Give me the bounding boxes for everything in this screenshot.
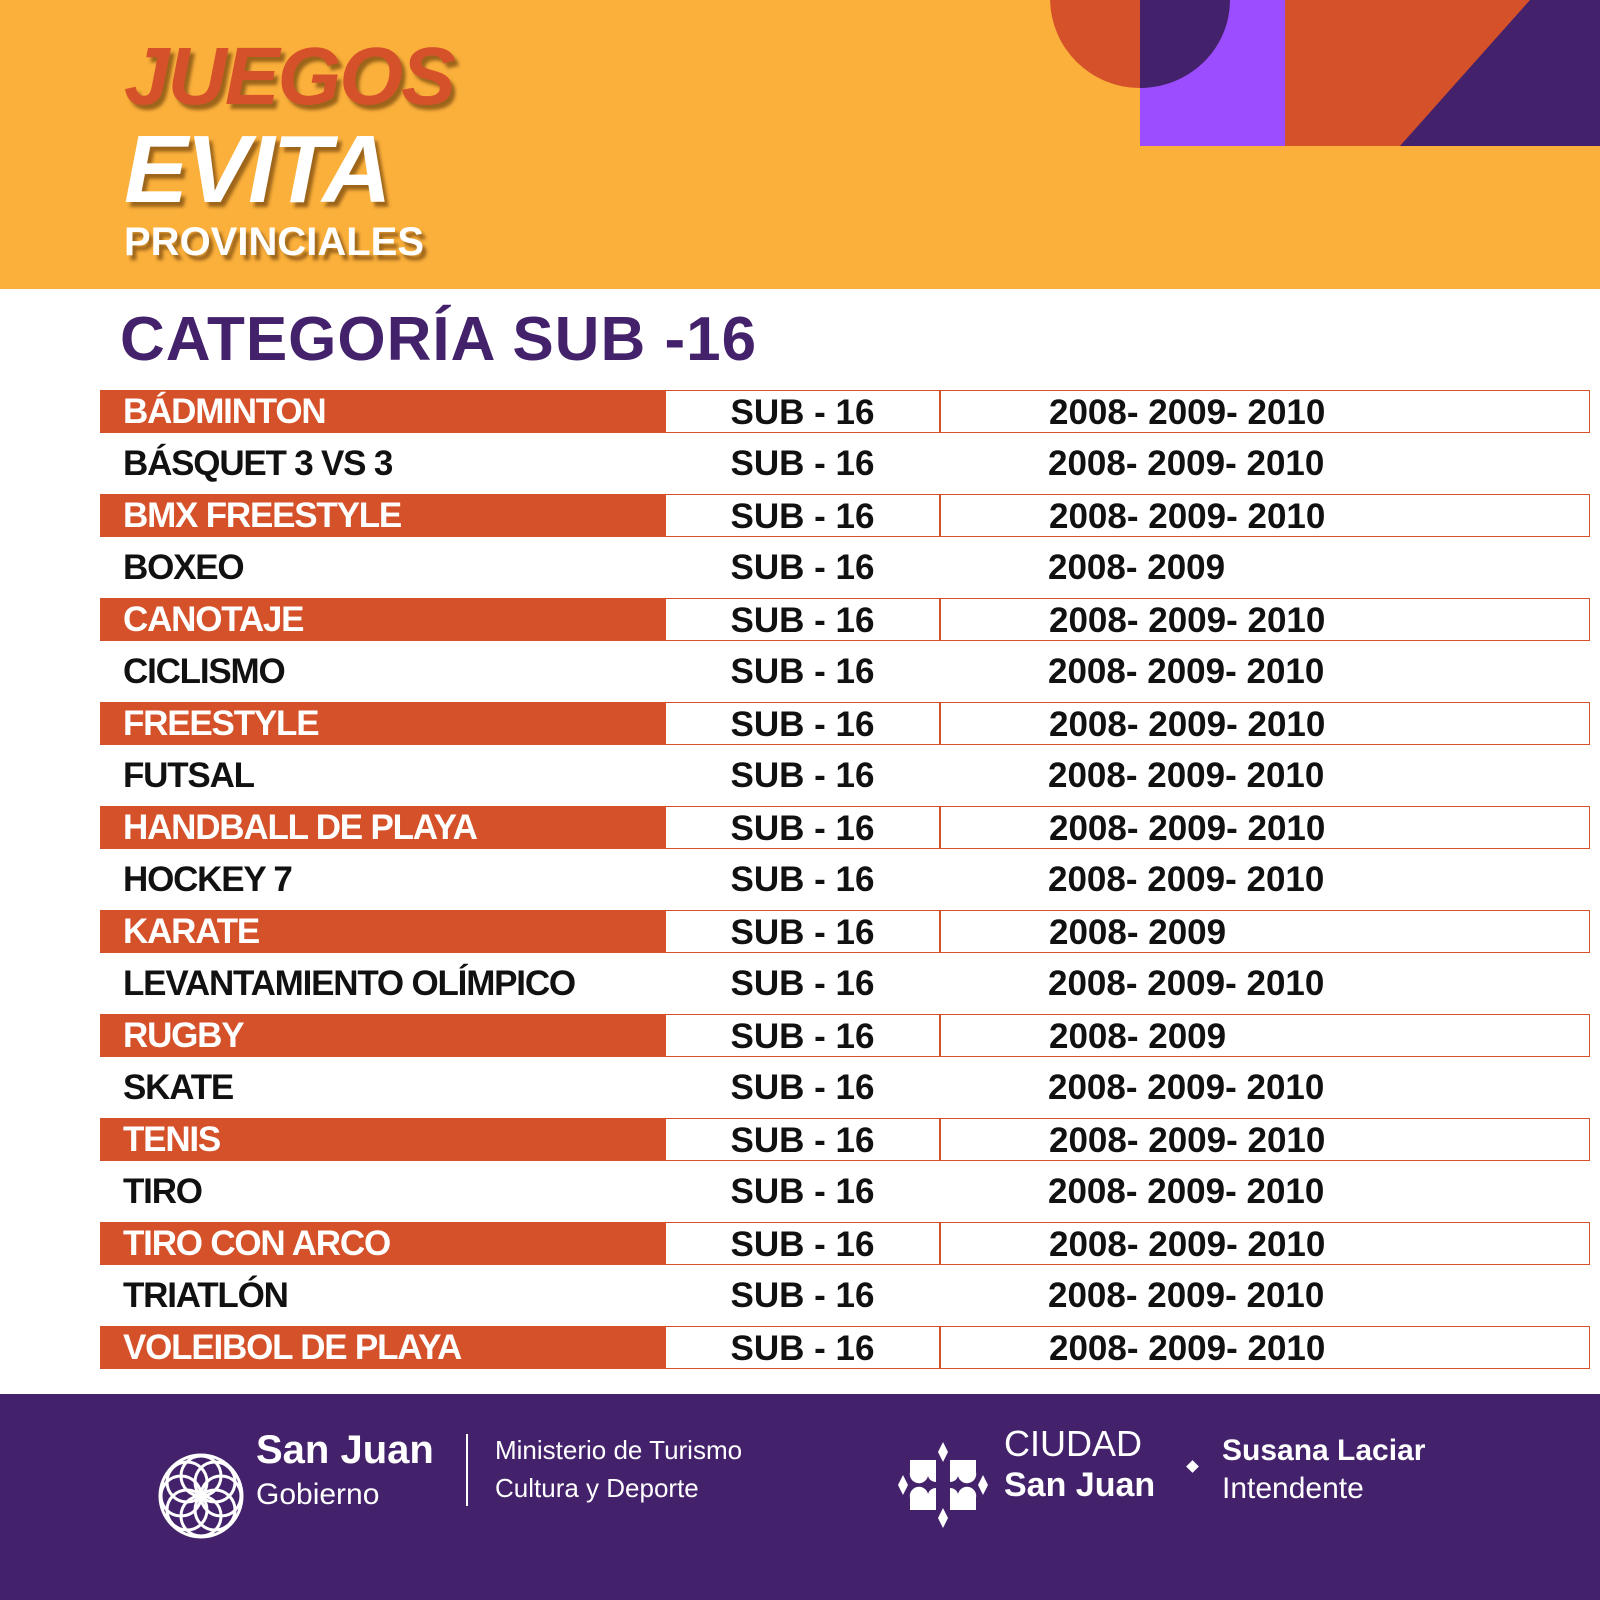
sport-cell: RUGBY	[100, 1014, 665, 1057]
category-cell: SUB - 16	[730, 964, 875, 1003]
sport-cell: HOCKEY 7	[123, 860, 293, 899]
mayor-name: Susana Laciar	[1222, 1434, 1426, 1467]
category-cell: SUB - 16	[665, 702, 940, 745]
years-cell: 2008- 2009- 2010	[940, 390, 1590, 433]
category-cell: SUB - 16	[665, 390, 940, 433]
mayor-title: Intendente	[1222, 1472, 1364, 1505]
category-cell: SUB - 16	[730, 548, 875, 587]
category-cell: SUB - 16	[730, 756, 875, 795]
sport-cell: TIRO CON ARCO	[100, 1222, 665, 1265]
years-cell: 2008- 2009- 2010	[940, 494, 1590, 537]
category-cell: SUB - 16	[665, 494, 940, 537]
sport-cell: FREESTYLE	[100, 702, 665, 745]
table-row: SKATE SUB - 16 2008- 2009- 2010	[100, 1066, 1490, 1109]
years-cell: 2008- 2009- 2010	[1048, 860, 1325, 899]
table-row: FUTSAL SUB - 16 2008- 2009- 2010	[100, 754, 1490, 797]
years-cell: 2008- 2009- 2010	[940, 1118, 1590, 1161]
category-cell: SUB - 16	[730, 1068, 875, 1107]
years-cell: 2008- 2009	[940, 910, 1590, 953]
decorative-shapes	[1050, 0, 1600, 146]
divider	[466, 1434, 468, 1506]
diamond-separator-icon	[1186, 1460, 1199, 1473]
logo-juegos: JUEGOS	[124, 31, 456, 122]
years-cell: 2008- 2009- 2010	[940, 806, 1590, 849]
years-cell: 2008- 2009- 2010	[940, 1326, 1590, 1369]
table-row: KARATE SUB - 16 2008- 2009	[100, 910, 1590, 953]
sport-cell: BÁDMINTON	[100, 390, 665, 433]
table-row: CICLISMO SUB - 16 2008- 2009- 2010	[100, 650, 1490, 693]
sport-cell: TENIS	[100, 1118, 665, 1161]
sport-cell: CANOTAJE	[100, 598, 665, 641]
table-row: TRIATLÓN SUB - 16 2008- 2009- 2010	[100, 1274, 1490, 1317]
sport-cell: TIRO	[123, 1172, 203, 1211]
sport-cell: HANDBALL DE PLAYA	[100, 806, 665, 849]
years-cell: 2008- 2009- 2010	[1048, 1172, 1325, 1211]
gov-name: San Juan	[256, 1428, 434, 1472]
table-row: TENIS SUB - 16 2008- 2009- 2010	[100, 1118, 1590, 1161]
table-row: BÁDMINTON SUB - 16 2008- 2009- 2010	[100, 390, 1590, 433]
years-cell: 2008- 2009	[940, 1014, 1590, 1057]
table-row: BÁSQUET 3 VS 3 SUB - 16 2008- 2009- 2010	[100, 442, 1490, 485]
years-cell: 2008- 2009- 2010	[940, 598, 1590, 641]
logo-provinciales: PROVINCIALES	[124, 220, 425, 264]
category-cell: SUB - 16	[730, 1172, 875, 1211]
sport-cell: CICLISMO	[123, 652, 286, 691]
category-cell: SUB - 16	[665, 910, 940, 953]
years-cell: 2008- 2009- 2010	[940, 1222, 1590, 1265]
years-cell: 2008- 2009- 2010	[1048, 1276, 1325, 1315]
logo-evita: EVITA	[124, 116, 392, 223]
table-row: RUGBY SUB - 16 2008- 2009	[100, 1014, 1590, 1057]
sport-cell: VOLEIBOL DE PLAYA	[100, 1326, 665, 1369]
category-cell: SUB - 16	[665, 598, 940, 641]
city-line1: CIUDAD	[1004, 1423, 1143, 1464]
category-cell: SUB - 16	[730, 860, 875, 899]
table-row: HANDBALL DE PLAYA SUB - 16 2008- 2009- 201…	[100, 806, 1590, 849]
sport-cell: KARATE	[100, 910, 665, 953]
footer: San Juan Gobierno Ministerio de Turismo …	[0, 1394, 1600, 1600]
header-banner: JUEGOS EVITA PROVINCIALES	[0, 0, 1600, 289]
page-title: CATEGORÍA SUB -16	[120, 305, 758, 374]
sport-cell: BOXEO	[123, 548, 245, 587]
years-cell: 2008- 2009- 2010	[1048, 756, 1325, 795]
category-cell: SUB - 16	[730, 444, 875, 483]
gov-sub: Gobierno	[256, 1478, 380, 1511]
years-cell: 2008- 2009- 2010	[940, 702, 1590, 745]
table-row: BMX FREESTYLE SUB - 16 2008- 2009- 2010	[100, 494, 1590, 537]
sport-cell: TRIATLÓN	[123, 1276, 289, 1315]
category-cell: SUB - 16	[665, 1118, 940, 1161]
table-row: LEVANTAMIENTO OLÍMPICO SUB - 16 2008- 2009…	[100, 962, 1490, 1005]
table-row: CANOTAJE SUB - 16 2008- 2009- 2010	[100, 598, 1590, 641]
sport-cell: BMX FREESTYLE	[100, 494, 665, 537]
ciudad-san-juan-logo-icon	[898, 1442, 988, 1528]
san-juan-flower-logo-icon	[158, 1453, 244, 1539]
years-cell: 2008- 2009	[1048, 548, 1226, 587]
table-row: BOXEO SUB - 16 2008- 2009	[100, 546, 1490, 589]
category-cell: SUB - 16	[665, 1222, 940, 1265]
category-cell: SUB - 16	[665, 1326, 940, 1369]
table-row: VOLEIBOL DE PLAYA SUB - 16 2008- 2009- 201…	[100, 1326, 1590, 1369]
category-cell: SUB - 16	[730, 1276, 875, 1315]
sport-cell: BÁSQUET 3 VS 3	[123, 444, 393, 483]
years-cell: 2008- 2009- 2010	[1048, 444, 1325, 483]
table-row: TIRO SUB - 16 2008- 2009- 2010	[100, 1170, 1490, 1213]
sport-cell: LEVANTAMIENTO OLÍMPICO	[123, 964, 576, 1003]
table-row: FREESTYLE SUB - 16 2008- 2009- 2010	[100, 702, 1590, 745]
years-cell: 2008- 2009- 2010	[1048, 1068, 1325, 1107]
category-cell: SUB - 16	[730, 652, 875, 691]
sport-cell: FUTSAL	[123, 756, 255, 795]
table-row: TIRO CON ARCO SUB - 16 2008- 2009- 2010	[100, 1222, 1590, 1265]
city-line2: San Juan	[1004, 1466, 1156, 1504]
ministry-line1: Ministerio de Turismo	[495, 1435, 743, 1465]
ministry-line2: Cultura y Deporte	[495, 1473, 699, 1503]
category-cell: SUB - 16	[665, 806, 940, 849]
category-cell: SUB - 16	[665, 1014, 940, 1057]
years-cell: 2008- 2009- 2010	[1048, 964, 1325, 1003]
table-row: HOCKEY 7 SUB - 16 2008- 2009- 2010	[100, 858, 1490, 901]
years-cell: 2008- 2009- 2010	[1048, 652, 1325, 691]
sport-cell: SKATE	[123, 1068, 234, 1107]
